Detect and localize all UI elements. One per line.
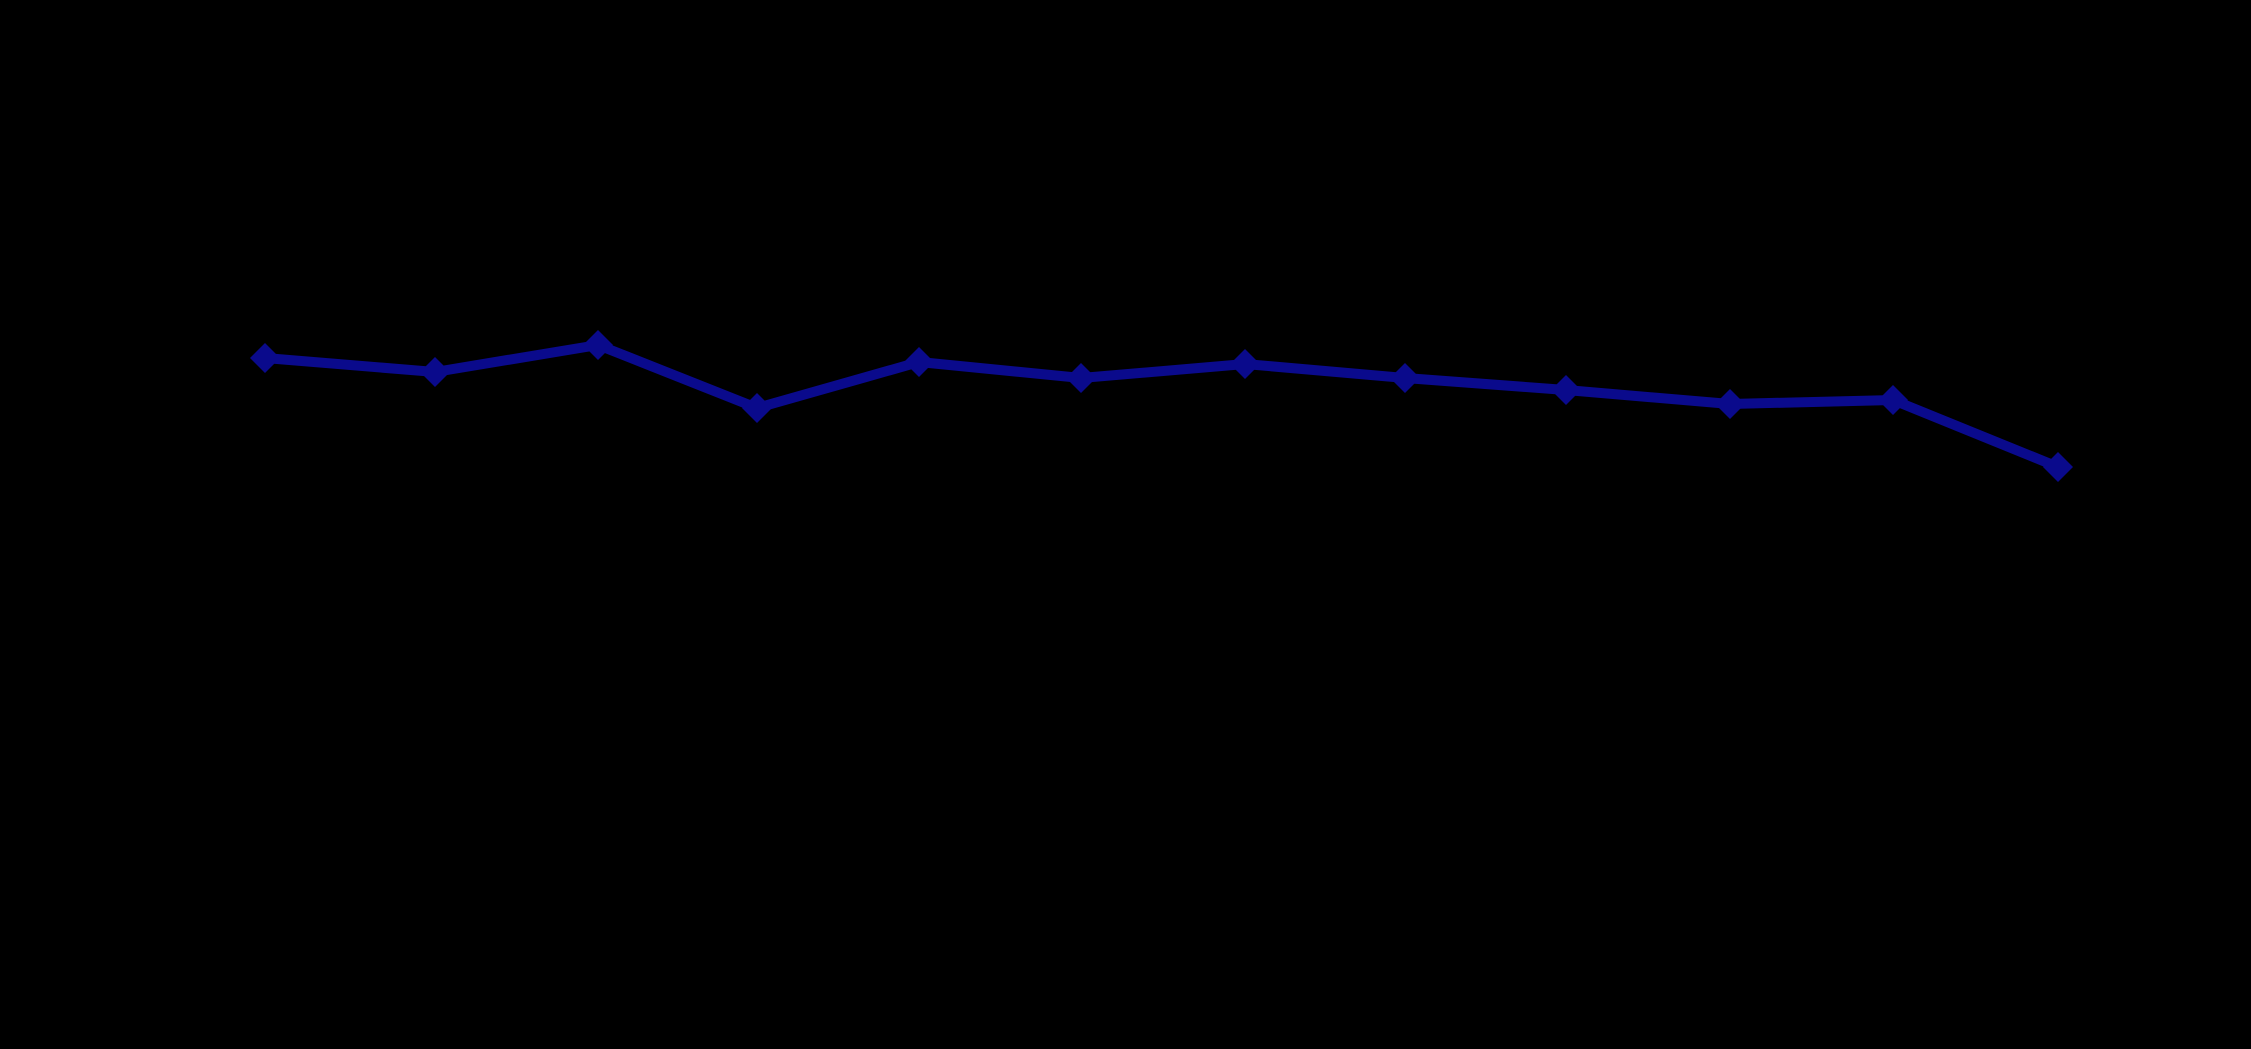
data-point-marker	[583, 330, 613, 360]
data-point-marker	[250, 343, 280, 373]
plot-area	[250, 330, 2073, 482]
data-point-marker	[742, 393, 772, 423]
data-point-marker	[1066, 363, 1096, 393]
data-point-marker	[1878, 385, 1908, 415]
series-markers-1	[250, 330, 2073, 482]
data-point-marker	[2043, 452, 2073, 482]
data-point-marker	[1230, 349, 1260, 379]
data-point-marker	[904, 347, 934, 377]
data-point-marker	[1715, 389, 1745, 419]
data-point-marker	[1390, 363, 1420, 393]
data-point-marker	[420, 357, 450, 387]
data-point-marker	[1551, 375, 1581, 405]
series-line-1	[264, 339, 2060, 472]
